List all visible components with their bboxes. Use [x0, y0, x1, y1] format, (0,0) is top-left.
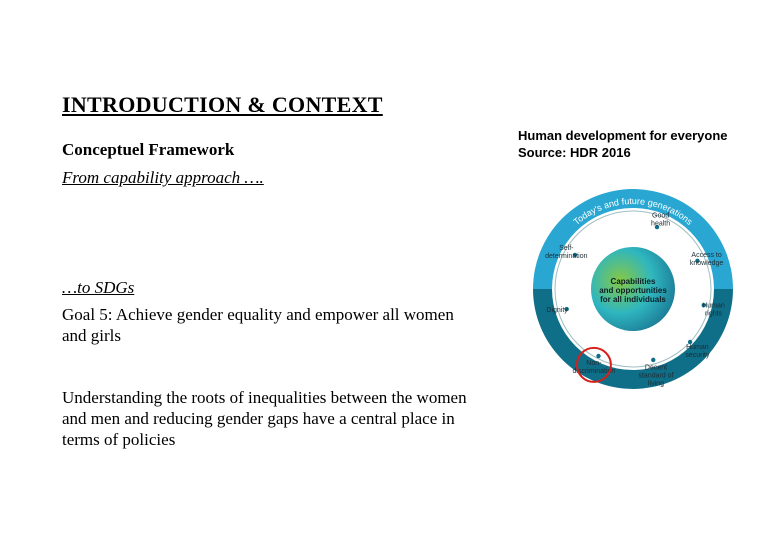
- svg-text:Humansecurity: Humansecurity: [685, 344, 710, 359]
- hdr-diagram: Today's and future generations Capabilit…: [518, 174, 748, 404]
- svg-text:Goodhealth: Goodhealth: [651, 212, 670, 227]
- left-column: INTRODUCTION & CONTEXT Conceptuel Framew…: [62, 92, 472, 490]
- right-column: Human development for everyone Source: H…: [518, 128, 748, 404]
- caption-title: Human development for everyone: [518, 128, 728, 143]
- understanding-text: Understanding the roots of inequalities …: [62, 387, 472, 451]
- svg-text:Humanrights: Humanrights: [702, 302, 725, 317]
- svg-text:Dignity: Dignity: [546, 307, 568, 314]
- framework-subheading: Conceptuel Framework: [62, 140, 472, 160]
- svg-text:Access toknowledge: Access toknowledge: [690, 252, 724, 267]
- from-capability-line: From capability approach ….: [62, 168, 472, 188]
- goal-5-text: Goal 5: Achieve gender equality and empo…: [62, 304, 472, 347]
- to-sdgs-line: …to SDGs: [62, 278, 472, 298]
- caption-source: Source: HDR 2016: [518, 145, 631, 160]
- section-heading: INTRODUCTION & CONTEXT: [62, 92, 472, 118]
- hdr-diagram-svg: Today's and future generations Capabilit…: [518, 174, 748, 404]
- slide: INTRODUCTION & CONTEXT Conceptuel Framew…: [0, 0, 780, 540]
- diagram-caption: Human development for everyone Source: H…: [518, 128, 748, 162]
